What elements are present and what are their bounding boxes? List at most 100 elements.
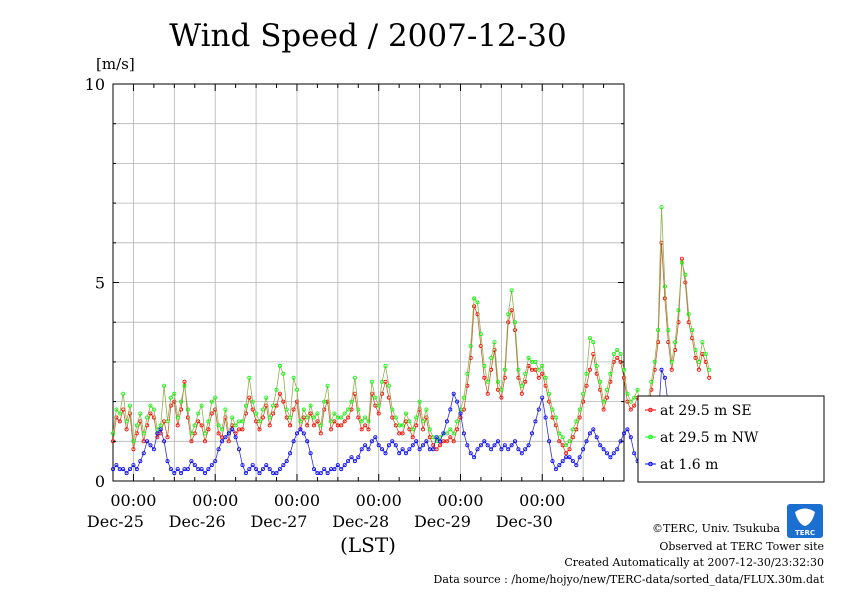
data-point [185,467,190,472]
data-point [243,403,248,408]
y-axis-label: [m/s] [96,55,135,73]
data-point [605,387,610,392]
series-line [112,369,707,474]
data-point [564,451,569,456]
data-point [567,455,572,460]
data-point [291,439,296,444]
x-tick-time-label: 00:00 [356,491,402,510]
data-point [162,383,167,388]
data-point [168,403,173,408]
data-point [407,419,412,424]
data-point [635,387,640,392]
data-point [669,367,674,372]
data-point [257,427,262,432]
data-point [482,439,487,444]
data-point [601,407,606,412]
data-point [513,320,518,325]
data-point [615,347,620,352]
data-point [594,435,599,440]
created-text: Created Automatically at 2007-12-30/23:3… [564,556,824,569]
data-point [240,463,245,468]
data-point [305,415,310,420]
data-point [274,471,279,476]
data-point [127,467,132,472]
data-point [192,463,197,468]
data-point [410,435,415,440]
x-ticks: 00:00 Dec-25 00:00 Dec-26 00:00 Dec-27 00:00 De… [87,84,625,531]
data-point [414,439,419,444]
data-source-text: Data source : /home/hojyo/new/TERC-data/… [434,573,825,586]
data-point [502,367,507,372]
data-point [352,375,357,380]
data-point [584,371,589,376]
data-point [547,391,552,396]
data-point [458,407,463,412]
data-point [373,435,378,440]
data-point [492,443,497,448]
data-point [482,375,487,380]
data-point [185,415,190,420]
data-point [322,407,327,412]
data-point [332,467,337,472]
data-point [254,411,259,416]
data-point [703,351,708,356]
data-point [363,443,368,448]
data-point [117,411,122,416]
data-point [424,439,429,444]
data-point [594,363,599,368]
data-point [543,375,548,380]
x-axis-label: (LST) [340,533,396,557]
data-point [305,423,310,428]
data-point [339,423,344,428]
data-point [570,459,575,464]
data-point [676,308,681,313]
data-point [233,423,238,428]
data-point [441,431,446,436]
data-point [472,296,477,301]
data-point [598,443,603,448]
data-point [277,467,282,472]
data-point [185,407,190,412]
data-point [478,332,483,337]
data-point [127,403,132,408]
data-point [168,395,173,400]
data-point [690,328,695,333]
data-point [213,459,218,464]
data-point [114,407,119,412]
data-point [519,451,524,456]
data-point [376,411,381,416]
data-point [431,443,436,448]
data-point [485,443,490,448]
data-point [230,427,235,432]
data-point [257,471,262,476]
data-point [196,419,201,424]
data-point [250,407,255,412]
data-point [192,423,197,428]
data-point [199,403,204,408]
data-point [257,419,262,424]
data-point [308,403,313,408]
data-point [318,471,323,476]
data-point [226,431,231,436]
data-point [686,312,691,317]
data-point [233,435,238,440]
x-tick-time-label: 00:00 [274,491,320,510]
data-point [652,359,657,364]
data-point [311,467,316,472]
data-point [202,439,207,444]
x-tick-time-label: 00:00 [437,491,483,510]
data-point [523,371,528,376]
data-point [437,443,442,448]
data-point [434,435,439,440]
data-point [305,439,310,444]
data-point [277,391,282,396]
data-point [509,288,514,293]
data-point [506,312,511,317]
y-tick-label: 5 [95,274,105,293]
data-point [679,256,684,261]
data-point [526,355,531,360]
data-point [679,260,684,265]
data-point [601,399,606,404]
data-point [277,363,282,368]
terc-logo-text: TERC [795,529,815,537]
